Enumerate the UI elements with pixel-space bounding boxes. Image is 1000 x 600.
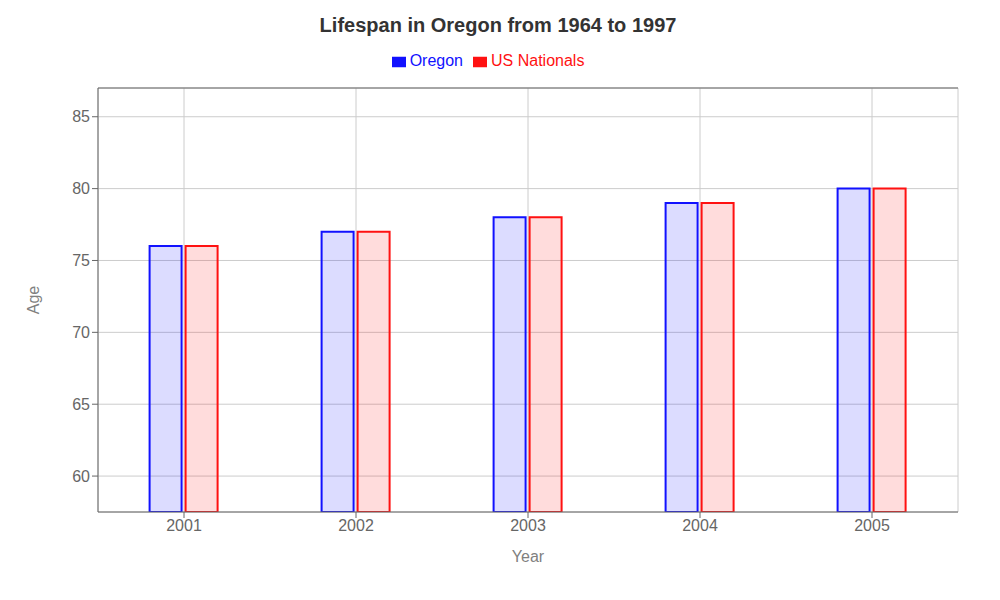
svg-text:Year: Year	[512, 548, 545, 565]
html-text:US Nationals: US Nationals	[491, 52, 585, 69]
svg-text:2001: 2001	[166, 517, 202, 534]
svg-text:75: 75	[72, 252, 90, 269]
svg-text:60: 60	[72, 468, 90, 485]
svg-text:Age: Age	[25, 286, 42, 315]
html-text:Lifespan in Oregon from 1964 t: Lifespan in Oregon from 1964 to 1997	[319, 14, 677, 36]
svg-text:85: 85	[72, 108, 90, 125]
svg-text:2005: 2005	[854, 517, 890, 534]
svg-text:2003: 2003	[510, 517, 546, 534]
svg-text:65: 65	[72, 396, 90, 413]
svg-text:70: 70	[72, 324, 90, 341]
svg-text:2002: 2002	[338, 517, 374, 534]
svg-text:80: 80	[72, 180, 90, 197]
svg-text:2004: 2004	[682, 517, 718, 534]
html-text:Oregon: Oregon	[409, 52, 463, 69]
